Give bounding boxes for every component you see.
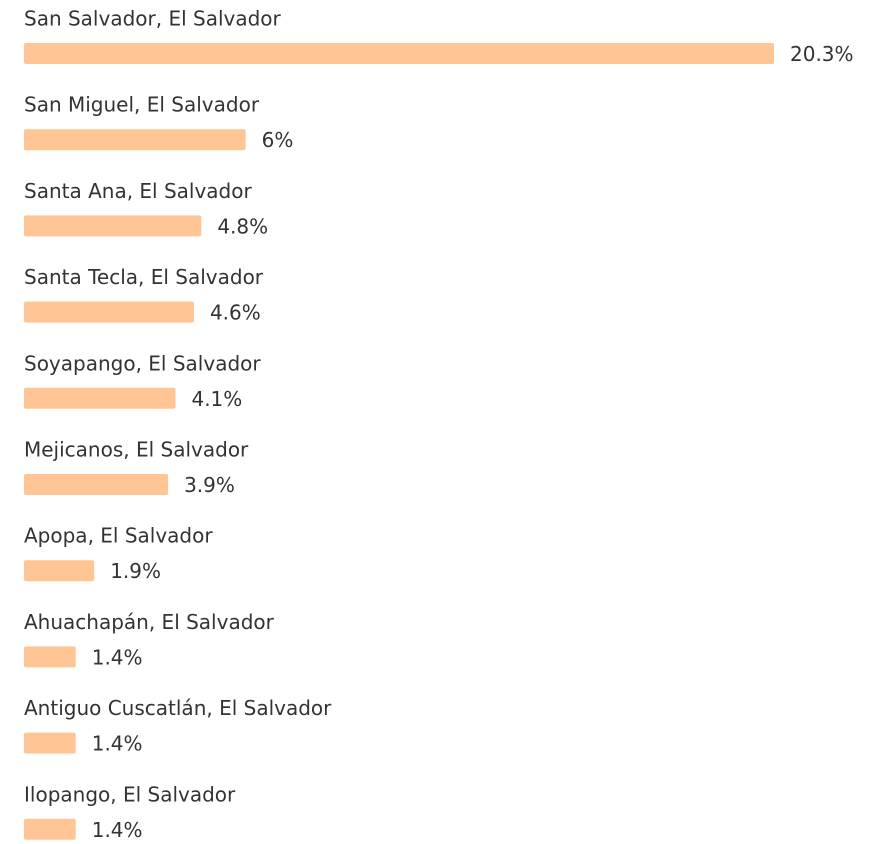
- value-label: 4.6%: [210, 301, 261, 325]
- bar: [24, 301, 194, 323]
- category-label: Santa Tecla, El Salvador: [24, 265, 264, 289]
- value-label: 1.4%: [92, 732, 143, 756]
- bar: [24, 387, 176, 409]
- category-label: San Salvador, El Salvador: [24, 7, 282, 31]
- category-label: Ilopango, El Salvador: [24, 782, 236, 806]
- category-label: Ahuachapán, El Salvador: [24, 610, 275, 634]
- bar: [24, 215, 202, 237]
- bar: [24, 732, 76, 754]
- value-label: 1.9%: [110, 559, 161, 583]
- category-label: Soyapango, El Salvador: [24, 351, 261, 375]
- value-label: 4.1%: [191, 387, 242, 411]
- value-label: 6%: [262, 128, 294, 152]
- bar: [24, 474, 169, 495]
- category-label: Apopa, El Salvador: [24, 524, 213, 548]
- value-label: 1.4%: [92, 818, 143, 842]
- bar: [24, 129, 246, 151]
- category-label: San Miguel, El Salvador: [24, 93, 260, 117]
- category-label: Santa Ana, El Salvador: [24, 179, 252, 203]
- value-label: 4.8%: [217, 214, 268, 238]
- value-label: 1.4%: [92, 645, 143, 669]
- category-label: Antiguo Cuscatlán, El Salvador: [24, 696, 332, 720]
- bar: [24, 560, 95, 582]
- category-label: Mejicanos, El Salvador: [24, 438, 249, 462]
- bar: [24, 818, 76, 840]
- value-label: 3.9%: [184, 473, 235, 497]
- value-label: 20.3%: [790, 42, 854, 66]
- bar: [24, 43, 774, 64]
- bar: [24, 646, 76, 668]
